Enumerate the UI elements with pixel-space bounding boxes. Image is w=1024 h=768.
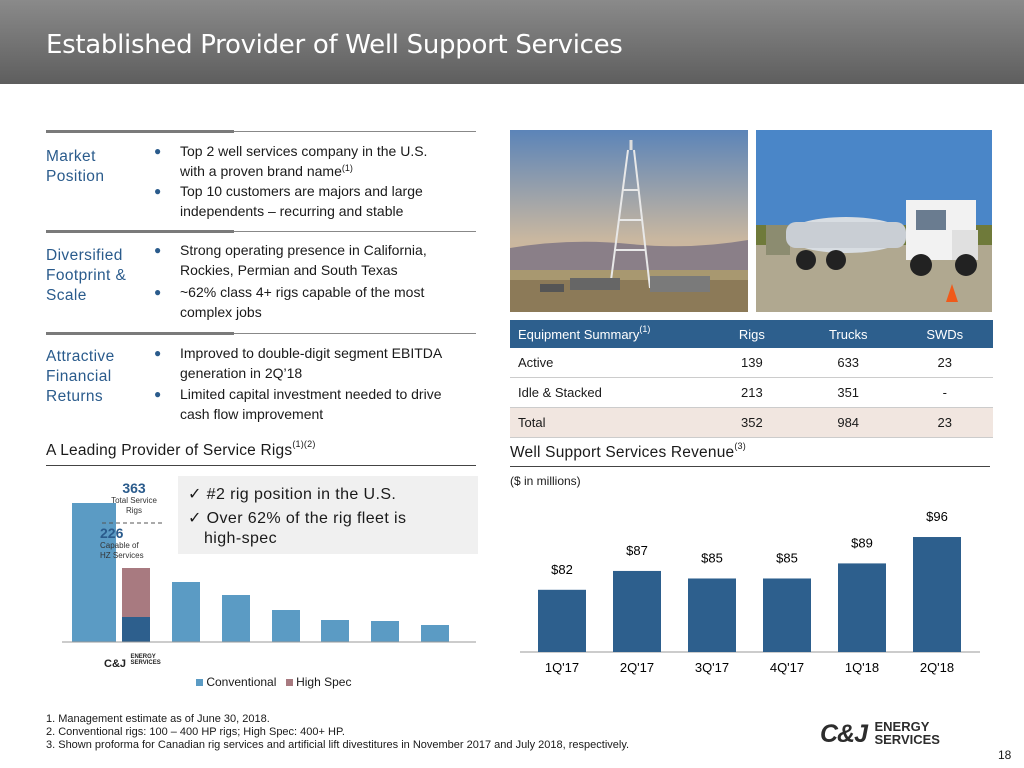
revenue-bar (913, 537, 961, 652)
revenue-chart-svg: $82 1Q'17 $87 2Q'17 $85 3Q'17 $85 4Q'17 $89 1Q'18… (520, 509, 980, 675)
revenue-value-label: $85 (701, 550, 723, 565)
revenue-bar (538, 589, 586, 652)
section-divider-accent (46, 130, 234, 133)
revenue-category-label: 1Q'18 (845, 660, 879, 675)
truck-photo (756, 130, 992, 312)
rig-chart-heading: A Leading Provider of Service Rigs(1)(2) (46, 439, 316, 459)
rig-bar-competitor (421, 625, 449, 642)
revenue-category-label: 2Q'17 (620, 660, 654, 675)
section-label-diversified: Diversified Footprint & Scale (46, 247, 127, 304)
cj-bar-label: C&J ENERGY SERVICES (104, 654, 161, 670)
revenue-chart: $82 1Q'17 $87 2Q'17 $85 3Q'17 $85 4Q'17 $89 1Q'18… (510, 490, 990, 690)
revenue-category-label: 4Q'17 (770, 660, 804, 675)
footnote: 3. Shown proforma for Canadian rig servi… (46, 739, 630, 751)
revenue-value-label: $89 (851, 535, 873, 550)
revenue-chart-rule (510, 466, 990, 467)
page-title: Established Provider of Well Support Ser… (46, 30, 623, 60)
check-item: ✓ Over 62% of the rig fleet is (188, 510, 407, 527)
company-logo: C&J ENERGY SERVICES (820, 719, 940, 748)
section-divider-accent (46, 332, 234, 335)
check-item: ✓ #2 rig position in the U.S. (188, 486, 397, 503)
page-number: 18 (998, 748, 1012, 762)
rig-photo (510, 130, 748, 312)
rig-chart-rule (46, 465, 476, 466)
revenue-chart-subtitle: ($ in millions) (510, 474, 581, 488)
revenue-bar (613, 570, 661, 652)
table-row: Idle & Stacked 213 351 - (510, 377, 993, 408)
rig-bar-cj-conventional (72, 503, 116, 642)
rig-highlights-box: ✓ #2 rig position in the U.S. ✓ Over 62%… (178, 476, 478, 554)
section-label-market: Market Position (46, 148, 105, 185)
rig-bar-competitor (321, 620, 349, 642)
legend-swatch-high-spec (285, 679, 293, 686)
revenue-value-label: $96 (926, 509, 948, 524)
rig-chart-legend: Conventional High Spec (196, 675, 351, 689)
revenue-category-label: 1Q'17 (545, 660, 579, 675)
section-divider (46, 131, 476, 132)
callout-capable-hz: 226 Capable of HZ Services (100, 525, 144, 560)
revenue-value-label: $82 (551, 562, 573, 577)
rig-bar-competitor (371, 621, 399, 642)
revenue-category-label: 2Q'18 (920, 660, 954, 675)
revenue-value-label: $87 (626, 543, 648, 558)
revenue-chart-title: Well Support Services Revenue(3) (510, 441, 746, 461)
check-item-continued: high-spec (204, 530, 277, 547)
rig-bar-cj-base (122, 617, 150, 642)
revenue-bar (763, 578, 811, 652)
legend-swatch-conventional (196, 679, 203, 686)
revenue-bar (838, 563, 886, 652)
rig-bar-cj-high-spec (122, 568, 150, 617)
rig-bar-competitor (272, 610, 300, 642)
footnote: 1. Management estimate as of June 30, 20… (46, 713, 270, 725)
section-divider-accent (46, 230, 234, 233)
rig-bar-competitor (222, 595, 250, 642)
revenue-category-label: 3Q'17 (695, 660, 729, 675)
revenue-bar (688, 578, 736, 652)
equipment-summary-table: Equipment Summary(1) Rigs Trucks SWDs Ac… (510, 320, 993, 438)
section-divider (46, 231, 476, 232)
revenue-value-label: $85 (776, 550, 798, 565)
callout-total-rigs: 363 Total Service Rigs (111, 480, 157, 515)
rig-bar-competitor (172, 582, 200, 642)
table-header: Equipment Summary(1) Rigs Trucks SWDs (510, 320, 993, 348)
title-bar: Established Provider of Well Support Ser… (0, 0, 1024, 84)
section-divider (46, 333, 476, 334)
table-row-total: Total 352 984 23 (510, 407, 993, 438)
table-row: Active 139 633 23 (510, 348, 993, 378)
footnote: 2. Conventional rigs: 100 – 400 HP rigs;… (46, 726, 345, 738)
rig-chart (62, 503, 476, 643)
section-label-returns: Attractive Financial Returns (46, 348, 115, 405)
